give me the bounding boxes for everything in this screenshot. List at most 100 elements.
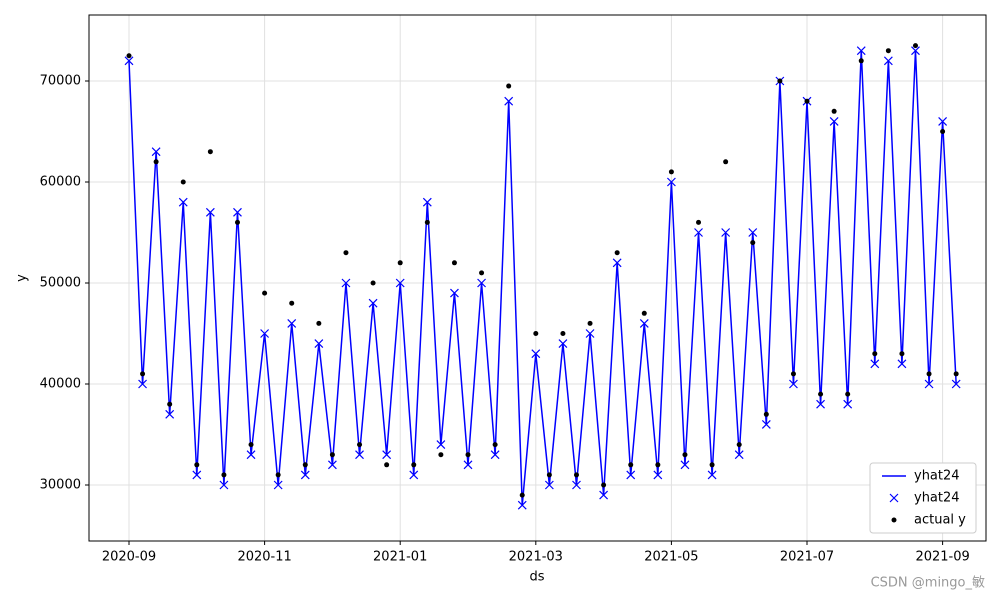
x-marker [355, 450, 364, 460]
dot [438, 452, 444, 458]
x-tick-label: 2021-05 [644, 550, 698, 565]
x-marker [490, 450, 500, 460]
legend: yhat24 yhat24 actual y [869, 462, 977, 534]
x-marker [612, 258, 622, 268]
dot [614, 250, 620, 256]
dot [343, 250, 349, 256]
x-marker [409, 470, 419, 480]
dot [885, 48, 891, 54]
x-marker [911, 46, 920, 56]
dot [940, 129, 946, 135]
x-marker [829, 116, 839, 126]
dot [357, 442, 363, 448]
legend-label: yhat24 [914, 491, 960, 506]
dot [872, 351, 878, 357]
x-marker [666, 177, 676, 187]
x-marker [572, 480, 581, 490]
x-marker [477, 278, 486, 288]
x-marker [124, 56, 134, 66]
x-marker [219, 480, 229, 490]
dot [180, 179, 186, 185]
x-marker [314, 339, 324, 349]
dot [641, 310, 647, 316]
x-marker [178, 197, 188, 207]
dot [953, 371, 959, 377]
dot [763, 411, 769, 417]
x-marker [653, 470, 663, 480]
x-marker [287, 318, 297, 328]
legend-label: yhat24 [914, 469, 960, 484]
x-marker [870, 359, 880, 369]
x-marker [585, 329, 595, 338]
x-marker [599, 490, 609, 500]
dot [601, 482, 607, 488]
x-marker [856, 46, 866, 56]
dot [234, 219, 240, 225]
dot [696, 219, 702, 225]
dot [167, 401, 173, 407]
x-marker [165, 409, 175, 419]
watermark: CSDN @mingo_敏 [871, 576, 985, 591]
dot [573, 472, 579, 478]
x-marker [816, 399, 825, 409]
x-marker [748, 228, 758, 237]
x-marker [734, 450, 744, 460]
dot [804, 98, 810, 104]
dot [126, 53, 132, 59]
dot [302, 462, 308, 468]
dot [221, 472, 227, 478]
x-marker [450, 288, 459, 298]
x-marker [395, 278, 405, 288]
x-marker [246, 450, 256, 460]
dot [682, 452, 688, 458]
x-tick-label: 2021-03 [509, 550, 563, 565]
dot [316, 320, 322, 326]
x-marker [938, 116, 948, 126]
dot [818, 391, 824, 397]
x-marker [558, 339, 568, 349]
x-marker [327, 460, 337, 470]
y-tick-label: 50000 [40, 275, 81, 290]
x-marker [680, 460, 690, 470]
dot [831, 108, 837, 114]
x-axis-label: ds [529, 570, 544, 585]
dot [546, 472, 552, 478]
dot [424, 219, 430, 225]
y-tick-label: 70000 [40, 74, 81, 89]
dot [899, 351, 905, 357]
dot [628, 462, 634, 468]
line [128, 50, 957, 506]
legend-label: actual y [914, 513, 966, 528]
x-marker [531, 349, 541, 359]
x-marker [626, 470, 636, 480]
x-tick-label: 2021-09 [915, 550, 969, 565]
x-marker [639, 318, 649, 328]
dot [262, 290, 268, 296]
x-marker [151, 147, 161, 157]
x-marker [544, 480, 554, 490]
x-marker [694, 228, 703, 237]
plot-frame [88, 14, 987, 542]
x-marker [300, 470, 310, 480]
dot [153, 159, 159, 165]
legend-box [869, 462, 977, 534]
dot [411, 462, 417, 468]
dot [750, 240, 756, 246]
dot [370, 280, 376, 286]
dot [926, 371, 932, 377]
x-marker [463, 460, 473, 470]
x-tick-label: 2021-07 [780, 550, 834, 565]
x-marker [233, 207, 242, 217]
dot [451, 260, 457, 266]
x-marker [897, 359, 907, 369]
dot [519, 492, 525, 498]
dot [207, 149, 213, 155]
x-marker [883, 56, 893, 66]
y-tick-label: 40000 [40, 376, 81, 391]
x-tick-label: 2020-11 [237, 550, 291, 565]
dot [506, 83, 512, 89]
dot [777, 78, 783, 84]
dot [275, 472, 281, 478]
dot [289, 300, 295, 306]
x-marker [205, 207, 215, 217]
